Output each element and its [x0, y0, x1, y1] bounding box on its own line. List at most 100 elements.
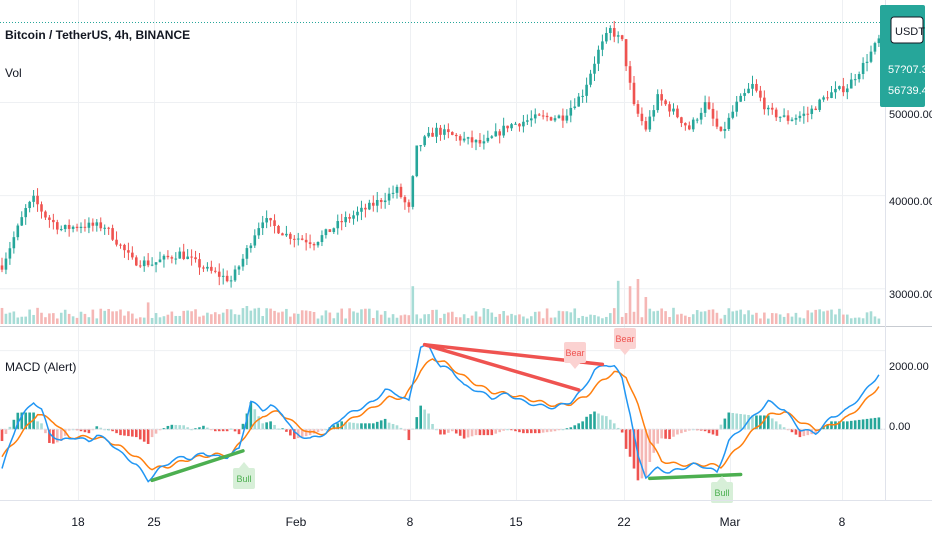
- candle-body: [107, 227, 110, 229]
- candle-body: [103, 227, 106, 229]
- histogram-bar: [391, 423, 395, 430]
- currency-button[interactable]: USDT: [890, 16, 925, 44]
- volume-bar: [56, 318, 59, 324]
- volume-bar: [372, 318, 375, 324]
- candle-body: [526, 120, 529, 122]
- candle-body: [56, 222, 59, 230]
- volume-bar: [225, 309, 229, 324]
- candle-body: [857, 74, 861, 80]
- volume-bar: [162, 316, 166, 324]
- volume-bar: [364, 308, 367, 324]
- candle-body: [48, 217, 51, 220]
- time-axis[interactable]: 18 25 Feb 8 15 22 Mar 8: [71, 515, 845, 529]
- candle-body: [826, 97, 829, 99]
- volume-bar: [715, 312, 719, 324]
- histogram-bar: [652, 429, 656, 453]
- histogram-bar: [865, 418, 869, 430]
- volume-bar: [743, 314, 746, 324]
- bear-label-text: Bear: [565, 348, 584, 358]
- volume-bar: [48, 313, 51, 324]
- candle-body: [624, 39, 628, 67]
- candle-body: [648, 116, 652, 130]
- volume-bar: [111, 311, 114, 324]
- candle-body: [162, 255, 166, 260]
- candle-body: [281, 233, 284, 236]
- histogram-bar: [332, 425, 336, 430]
- candle-body: [154, 262, 158, 265]
- histogram-bar: [154, 429, 158, 434]
- candle-body: [4, 258, 8, 270]
- histogram-bar: [530, 429, 533, 434]
- volume-bar: [589, 314, 592, 324]
- currency-button-label[interactable]: USDT: [895, 26, 925, 38]
- candle-body: [605, 33, 608, 42]
- histogram-bar: [731, 413, 735, 430]
- candle-body: [557, 115, 561, 119]
- histogram-bar: [364, 423, 367, 430]
- bear-signal-label: Bear: [614, 328, 636, 355]
- bear-label-text: Bear: [615, 334, 634, 344]
- volume-bar: [786, 313, 790, 324]
- histogram-bar: [684, 429, 687, 432]
- histogram-bar: [474, 429, 478, 436]
- histogram-bar: [225, 429, 229, 432]
- candle-body: [601, 41, 604, 50]
- bear-divergence-line: [422, 342, 581, 392]
- macd-tick-2000: 2000.00: [889, 361, 929, 373]
- volume-bar: [356, 312, 359, 324]
- volume-bar: [439, 318, 442, 324]
- candle-body: [482, 141, 486, 144]
- histogram-bar: [518, 429, 521, 433]
- histogram-bar: [601, 415, 604, 430]
- volume-bar: [304, 310, 308, 324]
- macd-pane[interactable]: Bull Bear Bear Bull: [0, 328, 885, 503]
- candle-body: [206, 266, 209, 269]
- candle-body: [810, 108, 814, 114]
- histogram-bar: [20, 412, 24, 430]
- histogram-bar: [40, 423, 43, 430]
- candle-body: [387, 193, 391, 201]
- candle-body: [87, 222, 91, 228]
- candle-body: [861, 62, 865, 75]
- candle-body: [767, 107, 770, 110]
- candle-body: [794, 118, 798, 120]
- histogram-bar: [56, 429, 59, 443]
- volume-bar: [387, 317, 391, 324]
- candle-body: [703, 102, 707, 113]
- volume-bar: [609, 313, 612, 324]
- candle-body: [198, 259, 201, 268]
- candle-body: [549, 117, 553, 121]
- histogram-bar: [490, 429, 494, 436]
- histogram-bar: [277, 428, 280, 430]
- candle-body: [174, 258, 178, 260]
- volume-bar: [620, 316, 624, 324]
- histogram-bar: [285, 429, 288, 432]
- volume-bar: [537, 311, 541, 324]
- candle-body: [214, 270, 217, 272]
- volume-bar: [763, 312, 766, 324]
- volume-bar: [751, 314, 754, 324]
- histogram-bar: [620, 429, 624, 433]
- candle-body: [67, 224, 71, 229]
- volume-bar: [443, 313, 446, 324]
- volume-bar: [798, 317, 802, 324]
- candle-body: [569, 107, 573, 116]
- histogram-bar: [123, 429, 126, 436]
- volume-bar: [44, 317, 47, 324]
- candle-body: [561, 115, 565, 121]
- histogram-bar: [458, 429, 462, 436]
- currency-button-bg[interactable]: [890, 16, 924, 44]
- candle-body: [115, 239, 118, 245]
- volume-bar: [182, 310, 185, 324]
- candle-body: [711, 108, 715, 119]
- candle-body: [360, 207, 363, 212]
- histogram-bar: [470, 429, 474, 437]
- candle-body: [719, 126, 723, 131]
- histogram-bar: [861, 419, 865, 430]
- volume-bar: [533, 311, 537, 324]
- volume-bar: [312, 311, 316, 324]
- price-pane[interactable]: [0, 20, 885, 324]
- volume-bar: [506, 315, 509, 324]
- volume-bar: [217, 314, 221, 324]
